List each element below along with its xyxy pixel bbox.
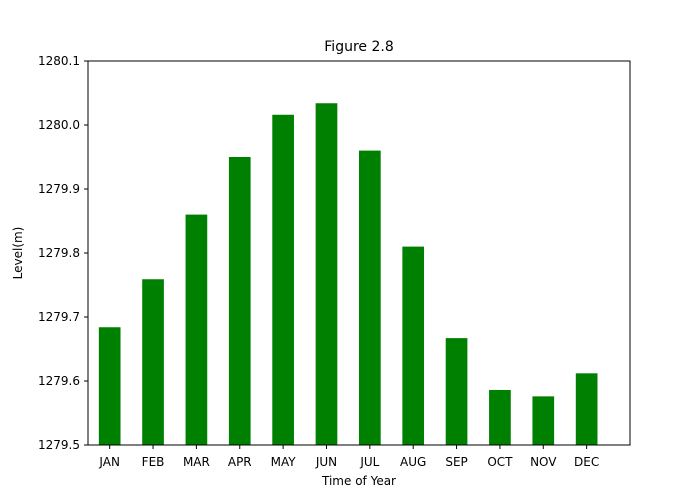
bar-feb — [142, 279, 164, 445]
chart-title: Figure 2.8 — [324, 39, 393, 55]
y-tick-label: 1280.1 — [38, 54, 80, 68]
x-tick-label: SEP — [445, 455, 467, 469]
bar-nov — [532, 396, 555, 445]
bar-dec — [575, 373, 598, 445]
bar-jan — [98, 327, 121, 445]
x-axis: JAN FEB MAR APR MAY JUN JUL AUG SEP OCT NOV DEC — [98, 445, 599, 469]
x-tick-label: DEC — [574, 455, 599, 469]
y-axis: 1279.5 1279.6 1279.7 1279.8 1279.9 1280.0 1280… — [38, 54, 88, 452]
bars-group — [98, 103, 598, 446]
y-tick-label: 1280.0 — [38, 118, 80, 132]
x-tick-label: FEB — [142, 455, 165, 469]
x-tick-label: AUG — [400, 455, 426, 469]
x-tick-label: JAN — [98, 455, 120, 469]
x-tick-label: MAR — [183, 455, 210, 469]
bar-oct — [489, 389, 511, 445]
y-tick-label: 1279.8 — [38, 246, 80, 260]
bar-may — [272, 114, 294, 445]
x-tick-label: APR — [228, 455, 252, 469]
x-tick-label: OCT — [487, 455, 513, 469]
bar-jun — [315, 103, 338, 446]
bar-aug — [402, 246, 425, 445]
y-tick-label: 1279.7 — [38, 310, 80, 324]
x-tick-label: JUN — [315, 455, 337, 469]
bar-jul — [359, 150, 381, 445]
x-tick-label: MAY — [271, 455, 297, 469]
bar-apr — [228, 157, 251, 445]
y-axis-label: Level(m) — [11, 227, 25, 280]
x-axis-label: Time of Year — [321, 474, 396, 488]
y-tick-label: 1279.9 — [38, 182, 80, 196]
y-tick-label: 1279.5 — [38, 438, 80, 452]
bar-mar — [185, 214, 208, 445]
x-tick-label: NOV — [530, 455, 557, 469]
y-tick-label: 1279.6 — [38, 374, 80, 388]
bar-sep — [445, 338, 468, 445]
x-tick-label: JUL — [359, 455, 379, 469]
